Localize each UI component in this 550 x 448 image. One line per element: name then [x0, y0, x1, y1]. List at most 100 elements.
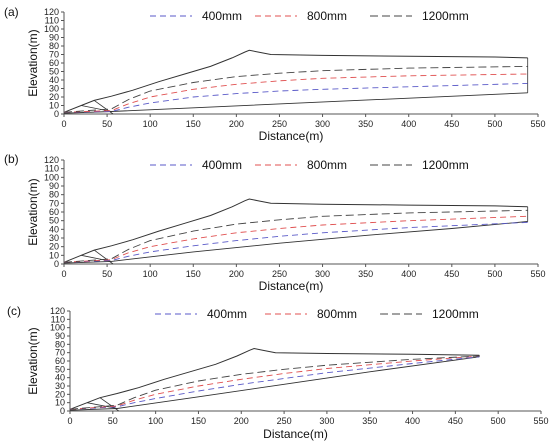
- legend-label: 400mm: [207, 307, 247, 321]
- x-tick-label: 50: [102, 119, 112, 129]
- y-tick-label: 100: [50, 323, 65, 333]
- x-tick-label: 550: [533, 416, 548, 426]
- terrain-surface-line: [63, 49, 528, 113]
- legend-label: 1200mm: [432, 307, 479, 321]
- x-tick-label: 500: [491, 416, 506, 426]
- x-tick-label: 300: [315, 269, 330, 279]
- terrain-boundary-line: [99, 397, 120, 412]
- x-tick-label: 200: [229, 269, 244, 279]
- y-tick-label: 40: [49, 224, 59, 234]
- x-tick-label: 50: [102, 269, 112, 279]
- panel-label: (c): [7, 304, 21, 318]
- series-line-800mm: [69, 355, 480, 410]
- x-axis-label: Distance(m): [259, 279, 324, 293]
- y-tick-label: 20: [49, 242, 59, 252]
- x-axis-label: Distance(m): [263, 427, 328, 441]
- series-line-400mm: [63, 82, 528, 113]
- legend-label: 1200mm: [422, 158, 469, 172]
- terrain-surface-line: [63, 198, 528, 263]
- x-tick-label: 400: [405, 416, 420, 426]
- y-tick-label: 10: [49, 250, 59, 260]
- x-tick-label: 150: [191, 416, 206, 426]
- y-tick-label: 110: [45, 164, 59, 174]
- y-tick-label: 70: [49, 50, 59, 60]
- x-tick-label: 550: [530, 119, 545, 129]
- y-tick-label: 110: [51, 314, 65, 324]
- x-tick-label: 250: [277, 416, 292, 426]
- y-tick-label: 10: [55, 398, 65, 408]
- x-tick-label: 150: [186, 269, 201, 279]
- x-tick-label: 550: [530, 269, 545, 279]
- x-tick-label: 350: [358, 119, 373, 129]
- x-tick-label: 350: [358, 269, 373, 279]
- y-tick-label: 80: [49, 41, 59, 51]
- x-tick-label: 200: [229, 119, 244, 129]
- x-tick-label: 500: [487, 269, 502, 279]
- y-tick-label: 120: [44, 155, 59, 165]
- legend-label: 400mm: [202, 158, 242, 172]
- y-tick-label: 60: [49, 58, 59, 68]
- y-axis-label: Elevation(m): [26, 327, 40, 394]
- x-tick-label: 450: [444, 119, 459, 129]
- series-line-800mm: [63, 73, 528, 113]
- x-axis-label: Distance(m): [259, 129, 324, 143]
- y-tick-label: 10: [49, 101, 59, 111]
- x-tick-label: 400: [401, 119, 416, 129]
- x-tick-label: 300: [315, 119, 330, 129]
- x-tick-label: 400: [401, 269, 416, 279]
- panel-label: (b): [4, 152, 19, 166]
- panel-label: (a): [4, 5, 19, 19]
- y-tick-label: 0: [54, 109, 59, 119]
- y-tick-label: 90: [55, 331, 65, 341]
- y-tick-label: 30: [55, 381, 65, 391]
- y-tick-label: 20: [55, 389, 65, 399]
- x-tick-label: 0: [61, 269, 66, 279]
- series-line-1200mm: [69, 355, 480, 410]
- legend-label: 400mm: [202, 9, 242, 23]
- x-tick-label: 450: [448, 416, 463, 426]
- y-tick-label: 30: [49, 84, 59, 94]
- series-line-400mm: [63, 221, 528, 263]
- y-tick-label: 70: [55, 348, 65, 358]
- terrain-base-line: [69, 356, 480, 411]
- x-tick-label: 250: [272, 119, 287, 129]
- series-line-1200mm: [63, 65, 528, 113]
- y-tick-label: 90: [49, 33, 59, 43]
- y-tick-label: 100: [44, 172, 59, 182]
- x-tick-label: 0: [67, 416, 72, 426]
- y-tick-label: 90: [49, 181, 59, 191]
- terrain-base-line: [63, 221, 528, 264]
- y-axis-label: Elevation(m): [26, 29, 40, 96]
- x-tick-label: 500: [487, 119, 502, 129]
- y-tick-label: 110: [45, 16, 59, 26]
- series-line-800mm: [63, 215, 528, 263]
- y-axis-label: Elevation(m): [26, 178, 40, 245]
- y-tick-label: 50: [49, 67, 59, 77]
- terrain-boundary-line: [87, 402, 118, 409]
- x-tick-label: 150: [186, 119, 201, 129]
- terrain-surface-line: [69, 347, 480, 410]
- series-line-1200mm: [63, 209, 528, 263]
- chart-panel-2: (b) 0 50 100 150 200 250 300 350 400 450 500 550 0102…: [4, 152, 546, 293]
- y-tick-label: 0: [54, 259, 59, 269]
- y-tick-label: 60: [49, 207, 59, 217]
- y-tick-label: 30: [49, 233, 59, 243]
- x-tick-label: 50: [108, 416, 118, 426]
- terrain-boundary-line: [93, 249, 114, 265]
- y-tick-label: 80: [55, 339, 65, 349]
- legend-label: 800mm: [317, 307, 357, 321]
- y-tick-label: 60: [55, 356, 65, 366]
- series-line-400mm: [69, 356, 480, 410]
- y-tick-label: 120: [50, 306, 65, 316]
- chart-panel-3: (c) 0 50 100 150 200 250 300 350 400 450 500 550 0102…: [7, 304, 549, 441]
- y-tick-label: 40: [49, 75, 59, 85]
- y-tick-label: 80: [49, 190, 59, 200]
- terrain-base-line: [63, 92, 528, 114]
- x-tick-label: 200: [234, 416, 249, 426]
- legend-label: 1200mm: [422, 9, 469, 23]
- y-tick-label: 70: [49, 198, 59, 208]
- y-tick-label: 120: [44, 7, 59, 17]
- legend-label: 800mm: [307, 158, 347, 172]
- chart-panel-1: (a) 0 50 100 150 200 250 300 350 400 450 500 550 0102…: [4, 5, 546, 143]
- x-tick-label: 0: [61, 119, 66, 129]
